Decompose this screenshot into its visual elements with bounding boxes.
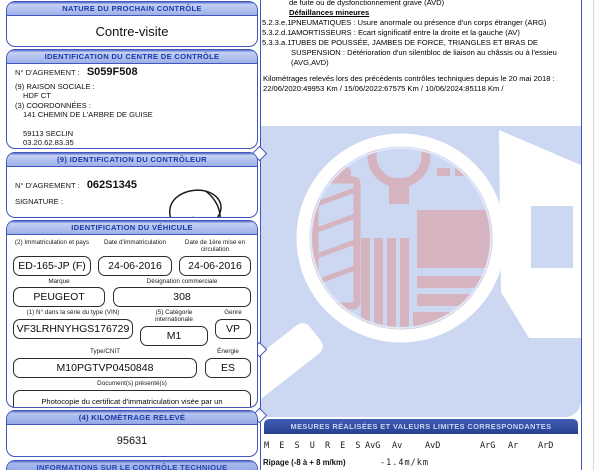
- measures-table: M E S U R E S AvG Av AvD ArG Ar ArD Ripa…: [261, 434, 581, 470]
- measure-row-label: Ripage (-8 à + 8 m/km): [263, 458, 346, 467]
- defects-panel: de fuite ou de dysfonctionnement grave (…: [260, 0, 582, 470]
- vehicle-row-3: (1) N° dans la série du type (VIN) VF3LR…: [7, 310, 257, 346]
- col-avd: AvD: [425, 441, 441, 451]
- page-edge-strip: [583, 0, 600, 470]
- registration-value: ED-165-JP (F): [13, 255, 91, 276]
- field-label: Type/CNIT: [89, 347, 121, 355]
- agrement-label: N° D'AGREMENT :: [15, 68, 80, 77]
- measures-header: MESURES RÉALISÉES ET VALEURS LIMITES COR…: [264, 419, 578, 434]
- mileage-history-text: Kilométrages relevés lors des précédents…: [263, 74, 555, 93]
- defect-code: 5.2.3.e.1.: [262, 18, 294, 27]
- defects-text-block: de fuite ou de dysfonctionnement grave (…: [261, 0, 577, 94]
- section-unfavorable-info: INFORMATIONS SUR LE CONTRÔLE TECHNIQUE D…: [6, 460, 258, 470]
- address-line2: 59113 SECLIN: [23, 128, 74, 138]
- defect-item: 5.2.3.e.1. PNEUMATIQUES : Usure anormale…: [261, 18, 577, 28]
- phone-number: 03.20.62.83.35: [23, 138, 74, 147]
- vehicle-row-5: Document(s) présenté(s) Photocopie du ce…: [7, 379, 257, 407]
- section-header: INFORMATIONS SUR LE CONTRÔLE TECHNIQUE D…: [7, 461, 257, 470]
- field-label: Désignation commerciale: [146, 277, 218, 285]
- defect-item: 5.3.2.d.1. AMORTISSEURS : Ecart signific…: [261, 28, 577, 38]
- raison-label: (9) RAISON SOCIALE :: [15, 81, 95, 91]
- section-header: (4) KILOMÉTRAGE RELEVÉ: [7, 411, 257, 425]
- ct-watermark-logo: [261, 126, 581, 417]
- section-header: NATURE DU PROCHAIN CONTRÔLE: [7, 2, 257, 16]
- field-label: Date de 1ère mise en circulation: [184, 239, 246, 253]
- first-circulation-date-value: 24-06-2016: [179, 255, 251, 276]
- measure-row-value: -1.4m/km: [380, 458, 429, 468]
- commercial-name-value: 308: [113, 287, 251, 308]
- field-label: (5) Catégorie internationale: [155, 309, 193, 324]
- measures-row-header: M E S U R E S: [264, 441, 364, 451]
- vehicle-row-1: (2) Immatriculation et pays ED-165-JP (F…: [7, 239, 257, 276]
- col-av: Av: [392, 441, 403, 451]
- section-control-centre: IDENTIFICATION DU CENTRE DE CONTRÔLE N° …: [6, 49, 258, 149]
- minor-defects-title: Défaillances mineures: [289, 8, 370, 17]
- section-controller: (9) IDENTIFICATION DU CONTRÔLEUR N° D'AG…: [6, 152, 258, 218]
- category-value: M1: [140, 325, 208, 346]
- signature-label: SIGNATURE :: [15, 196, 63, 206]
- controller-agrement-row: N° D'AGREMENT : 062S1345: [7, 179, 257, 191]
- coord-label: (3) COORDONNÉES :: [15, 100, 91, 110]
- col-ar: Ar: [508, 441, 519, 451]
- defect-code: 5.3.3.a.1.: [262, 38, 294, 47]
- section-header: IDENTIFICATION DU VÉHICULE: [7, 221, 257, 235]
- section-header: IDENTIFICATION DU CENTRE DE CONTRÔLE: [7, 50, 257, 64]
- mileage-value: 95631: [116, 435, 148, 447]
- section-mileage: (4) KILOMÉTRAGE RELEVÉ 95631: [6, 410, 258, 457]
- section-header: (9) IDENTIFICATION DU CONTRÔLEUR: [7, 153, 257, 167]
- defect-description: PNEUMATIQUES : Usure anormale ou présenc…: [291, 18, 547, 27]
- section-vehicle: IDENTIFICATION DU VÉHICULE (2) Immatricu…: [6, 220, 258, 408]
- vehicle-row-4: Type/CNIT M10PGTVP0450848 Énergie ES: [7, 347, 257, 378]
- watermark-area: [261, 126, 581, 417]
- agrement-label: N° D'AGREMENT :: [15, 181, 80, 190]
- address-line1: 141 CHEMIN DE L'ARBRE DE GUISE: [23, 110, 153, 119]
- agrement-value: 062S1345: [86, 179, 137, 191]
- field-label: Genre: [224, 309, 242, 317]
- page-edge-line: [593, 0, 594, 470]
- defect-description: AMORTISSEURS : Ecart significatif entre …: [291, 28, 520, 37]
- field-label: (1) N° dans la série du type (VIN): [26, 309, 120, 317]
- field-label: (2) Immatriculation et pays: [14, 239, 90, 246]
- col-arg: ArG: [480, 441, 496, 451]
- field-label: Date d'immatriculation: [103, 239, 167, 246]
- centre-agrement-row: N° D'AGREMENT : S059F508: [7, 66, 257, 78]
- section-next-control: NATURE DU PROCHAIN CONTRÔLE Contre-visit…: [6, 1, 258, 47]
- genre-value: VP: [215, 319, 251, 340]
- make-value: PEUGEOT: [13, 287, 105, 308]
- defect-description: TUBES DE POUSSÉE, JAMBES DE FORCE, TRIAN…: [291, 38, 557, 67]
- field-label: Document(s) présenté(s): [97, 379, 167, 387]
- next-control-value: Contre-visite: [95, 24, 169, 39]
- defect-code: 5.3.2.d.1.: [262, 28, 294, 37]
- defect-continuation-line: de fuite ou de dysfonctionnement grave (…: [289, 0, 445, 7]
- vin-value: VF3LRHNYHGS176729: [13, 319, 133, 340]
- documents-presented-value: Photocopie du certificat d'immatriculati…: [13, 389, 251, 407]
- col-avg: AvG: [365, 441, 381, 451]
- field-label: Marque: [48, 277, 70, 285]
- energy-value: ES: [205, 357, 251, 378]
- registration-date-value: 24-06-2016: [98, 255, 172, 276]
- agrement-value: S059F508: [86, 66, 138, 78]
- signature-scribble: [169, 189, 222, 217]
- col-ard: ArD: [538, 441, 554, 451]
- vehicle-row-2: Marque PEUGEOT Désignation commerciale 3…: [7, 277, 257, 308]
- defect-item: 5.3.3.a.1. TUBES DE POUSSÉE, JAMBES DE F…: [261, 38, 577, 68]
- field-label: Énergie: [217, 347, 239, 355]
- raison-value: HDF CT: [23, 91, 51, 100]
- cnit-value: M10PGTVP0450848: [13, 357, 197, 378]
